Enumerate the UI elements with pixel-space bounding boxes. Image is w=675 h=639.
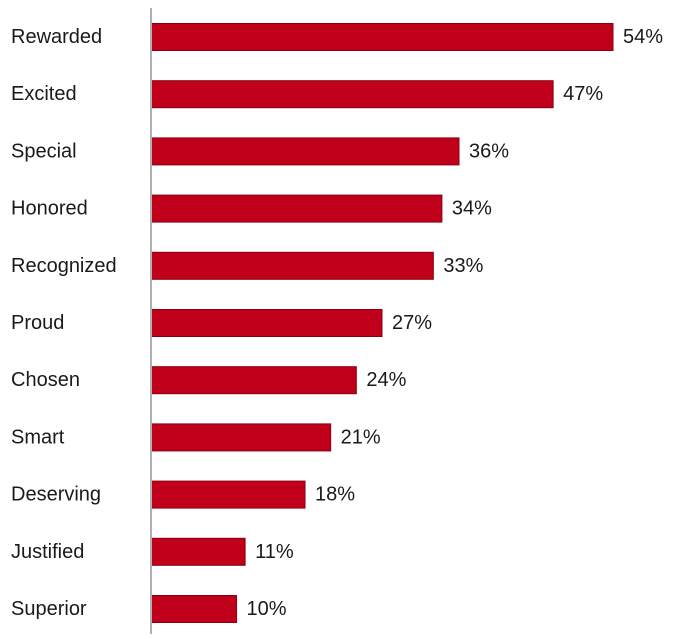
- bar-proud: [150, 309, 383, 337]
- bar-superior: [150, 595, 238, 623]
- value-labels: 54% 47% 36% 34% 33% 27% 24% 21% 18% 11% 10%: [247, 26, 664, 620]
- bar-recognized: [150, 251, 434, 280]
- value-label-excited: 47%: [563, 83, 603, 105]
- category-label-smart: Smart: [11, 426, 65, 448]
- category-label-recognized: Recognized: [11, 255, 117, 277]
- bars-layer: [150, 23, 614, 623]
- bar-rewarded: [150, 23, 614, 51]
- category-label-superior: Superior: [11, 598, 87, 620]
- category-label-honored: Honored: [11, 198, 88, 220]
- value-label-honored: 34%: [452, 198, 492, 220]
- category-label-chosen: Chosen: [11, 369, 80, 391]
- value-label-smart: 21%: [341, 426, 381, 448]
- value-label-rewarded: 54%: [623, 26, 663, 48]
- bar-honored: [150, 194, 443, 223]
- value-label-deserving: 18%: [315, 484, 355, 506]
- category-labels: Rewarded Excited Special Honored Recognized P…: [11, 26, 117, 620]
- bar-special: [150, 137, 460, 166]
- category-label-excited: Excited: [11, 83, 77, 105]
- value-label-superior: 10%: [247, 598, 287, 620]
- value-label-chosen: 24%: [366, 369, 406, 391]
- category-label-justified: Justified: [11, 541, 84, 563]
- category-label-proud: Proud: [11, 312, 64, 334]
- bar-excited: [150, 80, 554, 109]
- category-label-special: Special: [11, 140, 77, 162]
- value-label-proud: 27%: [392, 312, 432, 334]
- bar-chosen: [150, 366, 357, 395]
- bar-smart: [150, 423, 332, 452]
- value-label-special: 36%: [469, 140, 509, 162]
- category-label-deserving: Deserving: [11, 484, 101, 506]
- bar-deserving: [150, 480, 306, 509]
- value-label-justified: 11%: [255, 541, 294, 563]
- value-label-recognized: 33%: [443, 255, 483, 277]
- bar-justified: [150, 537, 246, 566]
- category-label-rewarded: Rewarded: [11, 26, 102, 48]
